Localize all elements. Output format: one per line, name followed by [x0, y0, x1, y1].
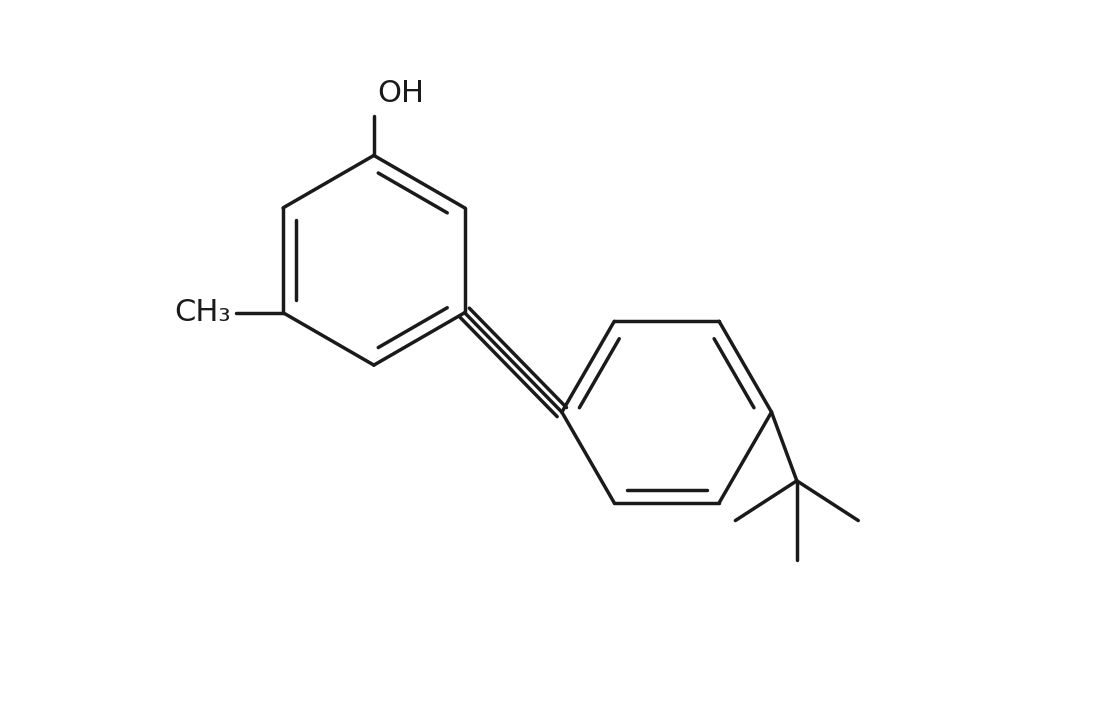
Text: CH₃: CH₃	[174, 298, 230, 328]
Text: OH: OH	[378, 80, 424, 108]
